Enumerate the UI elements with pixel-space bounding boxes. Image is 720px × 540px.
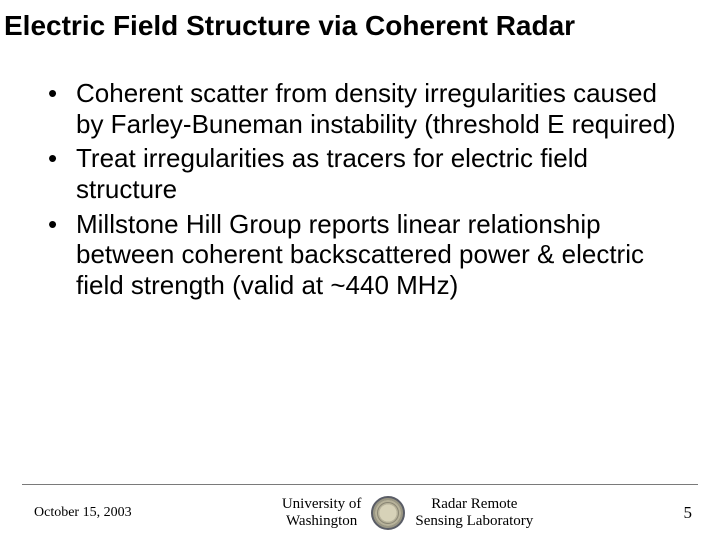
slide-body: Coherent scatter from density irregulari… [0, 42, 720, 540]
bullet-item: Treat irregularities as tracers for elec… [48, 143, 680, 204]
bullet-item: Millstone Hill Group reports linear rela… [48, 209, 680, 301]
bullet-item: Coherent scatter from density irregulari… [48, 78, 680, 139]
bullet-text: Millstone Hill Group reports linear rela… [76, 209, 644, 300]
affiliation-right-line1: Radar Remote [415, 496, 533, 513]
affiliation-left: University of Washington [282, 496, 362, 531]
slide-title: Electric Field Structure via Coherent Ra… [0, 0, 720, 42]
footer-row: October 15, 2003 University of Washingto… [0, 496, 720, 531]
footer-rule [22, 484, 698, 485]
slide: Electric Field Structure via Coherent Ra… [0, 0, 720, 540]
affiliation-right: Radar Remote Sensing Laboratory [415, 496, 533, 531]
affiliation-left-line1: University of [282, 496, 362, 513]
bullet-text: Treat irregularities as tracers for elec… [76, 143, 588, 204]
bullet-text: Coherent scatter from density irregulari… [76, 78, 676, 139]
footer-date: October 15, 2003 [34, 505, 132, 521]
bullet-list: Coherent scatter from density irregulari… [48, 78, 680, 301]
footer-center: University of Washington Radar Remote Se… [282, 496, 533, 531]
seal-icon [371, 496, 405, 530]
page-number: 5 [684, 503, 693, 523]
footer: October 15, 2003 University of Washingto… [0, 478, 720, 540]
affiliation-right-line2: Sensing Laboratory [415, 513, 533, 530]
affiliation-left-line2: Washington [282, 513, 362, 530]
